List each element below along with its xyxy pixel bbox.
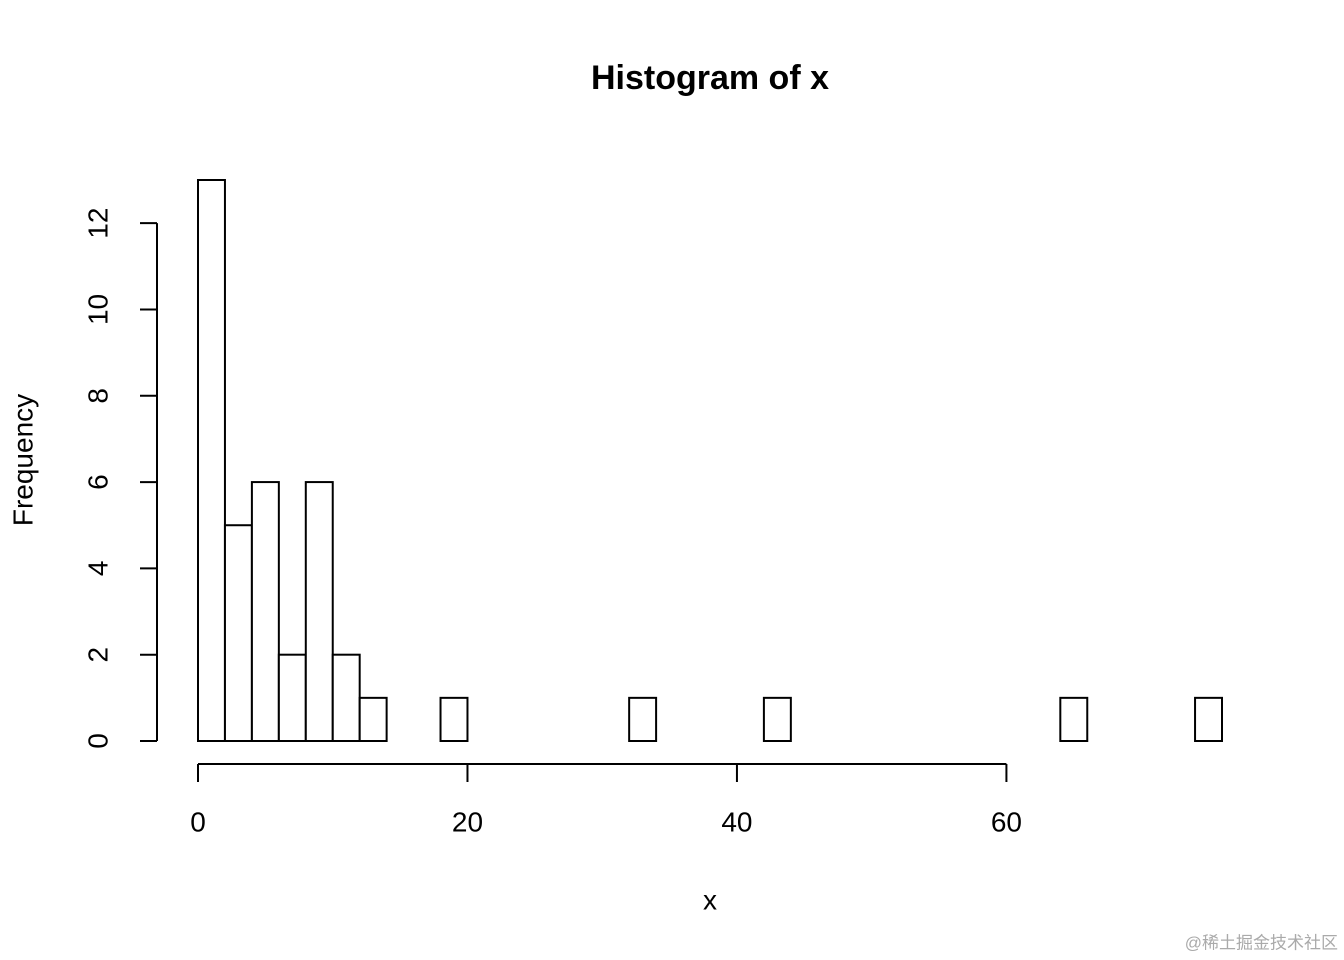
bar xyxy=(331,653,361,743)
y-tick-label: 10 xyxy=(82,294,113,325)
y-tick-label: 8 xyxy=(82,388,113,404)
x-axis-label: x xyxy=(703,884,717,915)
y-tick-label: 4 xyxy=(82,561,113,577)
bar xyxy=(197,179,226,742)
x-tick-label: 0 xyxy=(190,806,206,837)
bar xyxy=(1059,696,1089,742)
bar xyxy=(1194,696,1223,742)
y-tick-label: 12 xyxy=(82,208,113,239)
bar xyxy=(250,481,280,742)
y-tick-label: 0 xyxy=(82,733,113,749)
x-tick-label: 20 xyxy=(452,806,483,837)
bar xyxy=(628,696,658,742)
bar xyxy=(304,481,334,742)
x-tick-label: 40 xyxy=(721,806,752,837)
y-tick-label: 2 xyxy=(82,647,113,663)
bar xyxy=(439,696,469,742)
bar xyxy=(762,696,792,742)
bar xyxy=(223,524,253,742)
watermark: @稀土掘金技术社区 xyxy=(1185,933,1338,952)
y-axis-label: Frequency xyxy=(7,394,38,526)
bar xyxy=(358,696,388,742)
chart-title: Histogram of x xyxy=(591,59,829,97)
y-tick-label: 6 xyxy=(82,474,113,490)
bar xyxy=(277,653,307,743)
x-tick-label: 60 xyxy=(991,806,1022,837)
